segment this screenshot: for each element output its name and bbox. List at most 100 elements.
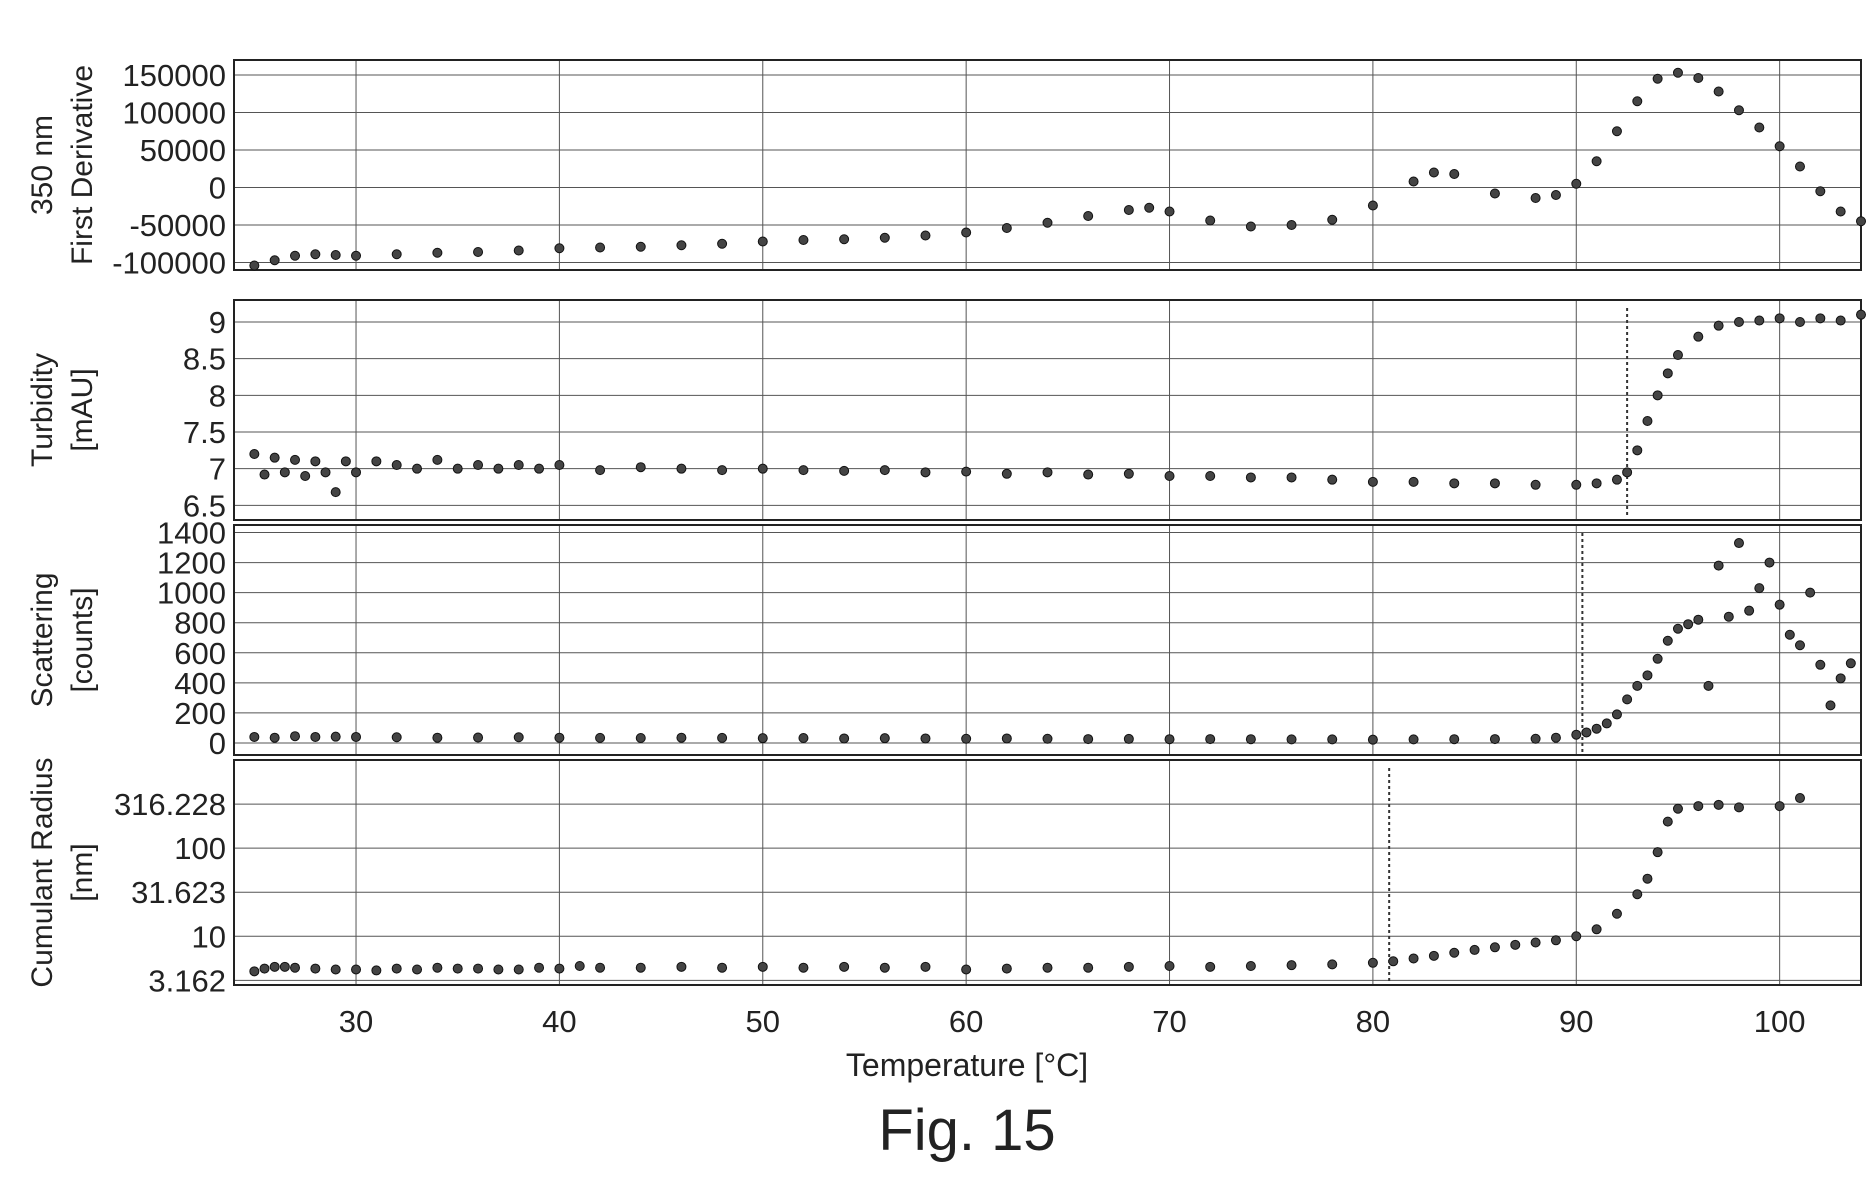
- data-point: [1205, 734, 1216, 745]
- data-point: [1713, 560, 1724, 571]
- data-point: [1662, 635, 1673, 646]
- y-axis-label: Cumulant Radius: [26, 757, 59, 987]
- data-point: [1286, 960, 1297, 971]
- y-tick-label: 200: [174, 696, 226, 731]
- data-point: [595, 732, 606, 743]
- data-point: [635, 962, 646, 973]
- x-tick-label: 90: [1559, 1004, 1593, 1039]
- data-point: [1205, 215, 1216, 226]
- data-point: [757, 961, 768, 972]
- y-tick-label: 50000: [140, 133, 226, 168]
- data-point: [310, 963, 321, 974]
- data-point: [839, 733, 850, 744]
- data-point: [1774, 141, 1785, 152]
- data-point: [1794, 161, 1805, 172]
- data-point: [879, 733, 890, 744]
- data-point: [351, 250, 362, 261]
- data-point: [1408, 953, 1419, 964]
- data-point: [1815, 313, 1826, 324]
- data-point: [513, 732, 524, 743]
- data-point: [595, 962, 606, 973]
- y-tick-label: 6.5: [183, 488, 226, 523]
- data-point: [1591, 924, 1602, 935]
- data-point: [1794, 640, 1805, 651]
- data-point: [798, 962, 809, 973]
- y-tick-label: 0: [209, 726, 226, 761]
- data-point: [1794, 793, 1805, 804]
- data-point: [1123, 961, 1134, 972]
- data-point: [1713, 320, 1724, 331]
- data-point: [340, 456, 351, 467]
- data-point: [717, 238, 728, 249]
- data-point: [1703, 680, 1714, 691]
- y-tick-label: 7.5: [183, 415, 226, 450]
- data-point: [249, 260, 260, 271]
- data-point: [473, 963, 484, 974]
- data-point: [1622, 694, 1633, 705]
- data-point: [1530, 479, 1541, 490]
- data-point: [1367, 476, 1378, 487]
- x-tick-label: 80: [1356, 1004, 1390, 1039]
- y-tick-label: -100000: [112, 246, 226, 281]
- data-point: [269, 255, 280, 266]
- data-point: [798, 733, 809, 744]
- data-point: [1571, 729, 1582, 740]
- data-point: [1815, 659, 1826, 670]
- panel-frame: [233, 759, 1862, 986]
- data-point: [1713, 799, 1724, 810]
- y-tick-label: 1400: [157, 516, 226, 551]
- y-axis-label: [mAU]: [66, 368, 99, 451]
- data-point: [1489, 734, 1500, 745]
- data-point: [473, 460, 484, 470]
- data-point: [1611, 126, 1622, 137]
- data-point: [1550, 190, 1561, 200]
- data-point: [1622, 467, 1633, 478]
- data-point: [1611, 474, 1622, 485]
- data-point: [1550, 732, 1561, 743]
- y-tick-label: 7: [209, 452, 226, 487]
- y-tick-label: 800: [174, 606, 226, 641]
- data-point: [1825, 700, 1836, 711]
- data-point: [351, 731, 362, 742]
- data-point: [635, 733, 646, 744]
- data-point: [920, 733, 931, 744]
- data-point: [798, 465, 809, 476]
- data-point: [1662, 816, 1673, 827]
- data-point: [1774, 599, 1785, 610]
- data-point: [249, 449, 260, 459]
- data-point: [1693, 73, 1704, 83]
- data-point: [1042, 467, 1053, 478]
- data-point: [1591, 723, 1602, 734]
- data-point: [1642, 873, 1653, 884]
- data-point: [920, 230, 931, 241]
- data-point: [320, 467, 331, 478]
- data-point: [1428, 950, 1439, 961]
- data-point: [1571, 479, 1582, 490]
- data-point: [432, 247, 443, 258]
- data-point: [961, 466, 972, 477]
- data-point: [798, 235, 809, 245]
- data-point: [879, 962, 890, 973]
- data-point: [1672, 350, 1683, 360]
- data-point: [269, 732, 280, 743]
- data-point: [259, 963, 270, 974]
- data-point: [1856, 216, 1866, 227]
- data-point: [1764, 557, 1775, 568]
- data-point: [1489, 942, 1500, 953]
- data-point: [1835, 206, 1846, 217]
- data-point: [879, 232, 890, 243]
- data-point: [1327, 959, 1338, 970]
- data-point: [513, 245, 524, 256]
- y-tick-label: 150000: [123, 58, 226, 93]
- y-tick-label: 1200: [157, 546, 226, 581]
- data-point: [1489, 478, 1500, 489]
- data-point: [1123, 733, 1134, 744]
- data-point: [412, 463, 423, 474]
- data-point: [1164, 206, 1175, 217]
- data-point: [432, 962, 443, 973]
- data-point: [1286, 734, 1297, 745]
- x-tick-label: 100: [1754, 1004, 1806, 1039]
- data-point: [1571, 178, 1582, 189]
- data-point: [452, 463, 463, 474]
